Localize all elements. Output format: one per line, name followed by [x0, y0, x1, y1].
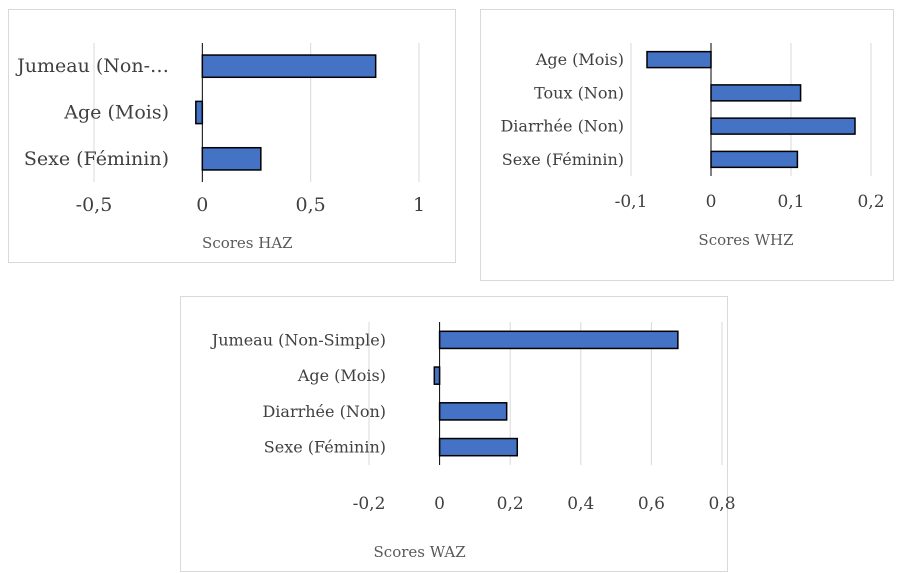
tick-label: 0,5 [296, 194, 326, 216]
bar [438, 330, 679, 350]
tick-label: 1 [413, 194, 425, 216]
category-label: Sexe (Féminin) [264, 438, 386, 457]
tick-label: 0 [706, 192, 717, 212]
tick-label: 0 [196, 194, 208, 216]
chart-waz: Jumeau (Non-Simple) Age (Mois) Diarrhée (N… [210, 322, 736, 561]
bar [195, 100, 204, 125]
bar [438, 402, 508, 421]
x-axis-title: Scores HAZ [202, 234, 293, 252]
tick-label: 0,2 [497, 494, 524, 514]
category-label: Age (Mois) [297, 366, 386, 385]
tick-label: 0,4 [567, 494, 594, 514]
chart-panel-whz: Age (Mois) Toux (Non) Diarrhée (Non) Sexe (… [480, 9, 894, 281]
tick-label: 0,2 [857, 192, 884, 212]
category-label: Sexe (Féminin) [24, 148, 169, 170]
category-label: Age (Mois) [63, 102, 169, 124]
category-label: Diarrhée (Non) [500, 117, 624, 136]
bar [201, 146, 262, 171]
chart-haz: Jumeau (Non-… Age (Mois) Sexe (Féminin) -0,… [15, 43, 425, 252]
bar [710, 84, 802, 102]
category-label: Toux (Non) [534, 83, 624, 102]
x-axis-title: Scores WHZ [698, 231, 793, 249]
tick-label: -0,5 [76, 194, 113, 216]
tick-label: 0,8 [708, 494, 735, 514]
bar [710, 117, 856, 135]
bar [710, 150, 799, 169]
bar [433, 366, 441, 385]
chart-whz: Age (Mois) Toux (Non) Diarrhée (Non) Sexe (… [500, 43, 885, 249]
bar [646, 50, 712, 69]
tick-label: 0,1 [777, 192, 804, 212]
chart-panel-waz: Jumeau (Non-Simple) Age (Mois) Diarrhée (N… [180, 296, 736, 572]
category-label: Jumeau (Non-Simple) [210, 330, 386, 349]
category-label: Jumeau (Non-… [15, 55, 169, 77]
category-label: Diarrhée (Non) [262, 402, 386, 421]
category-label: Sexe (Féminin) [502, 150, 624, 169]
x-axis-title: Scores WAZ [374, 543, 466, 561]
tick-label: -0,2 [353, 494, 386, 514]
category-label: Age (Mois) [535, 50, 624, 69]
chart-panel-haz: Jumeau (Non-… Age (Mois) Sexe (Féminin) -0,… [8, 9, 456, 263]
tick-label: 0,6 [638, 494, 665, 514]
bar [201, 54, 377, 79]
tick-label: -0,1 [615, 192, 648, 212]
bar [438, 437, 519, 457]
tick-label: 0 [434, 494, 445, 514]
